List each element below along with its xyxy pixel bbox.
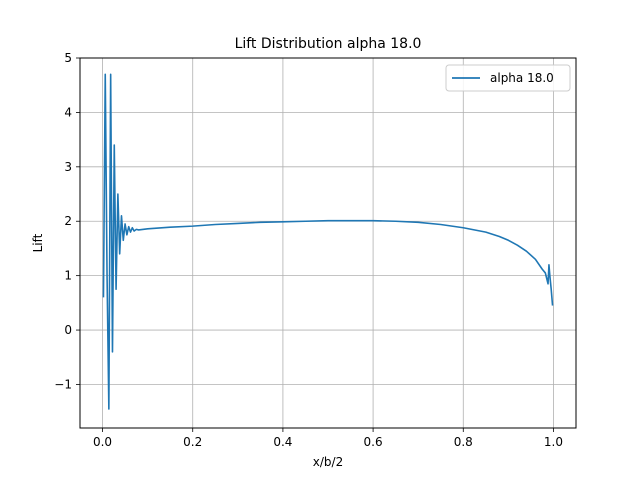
x-tick-label: 1.0 — [544, 435, 563, 449]
y-tick-label: 4 — [64, 105, 72, 119]
x-axis-label: x/b/2 — [313, 455, 343, 469]
x-tick-label: 0.8 — [454, 435, 473, 449]
ticks: 0.0 0.2 0.4 0.6 0.8 1.0 −1 0 1 2 3 4 5 — [54, 51, 563, 449]
legend-box — [445, 64, 571, 92]
x-tick-label: 0.6 — [364, 435, 383, 449]
axes-frame — [79, 57, 577, 429]
y-tick-label: 1 — [64, 269, 72, 283]
legend-entry-label: alpha 18.0 — [490, 71, 554, 85]
chart-title: Lift Distribution alpha 18.0 — [235, 36, 422, 52]
legend: alpha 18.0 — [445, 64, 571, 92]
y-tick-label: 0 — [64, 323, 72, 337]
y-tick-label: 3 — [64, 160, 72, 174]
y-axis-label: Lift — [31, 233, 45, 252]
x-tick-label: 0.0 — [93, 435, 112, 449]
x-tick-label: 0.2 — [183, 435, 202, 449]
plot-area — [102, 73, 554, 410]
series-line-0 — [102, 73, 554, 410]
y-tick-label: −1 — [54, 377, 72, 391]
x-tick-label: 0.4 — [273, 435, 292, 449]
y-tick-label: 5 — [64, 51, 72, 65]
y-tick-label: 2 — [64, 214, 72, 228]
